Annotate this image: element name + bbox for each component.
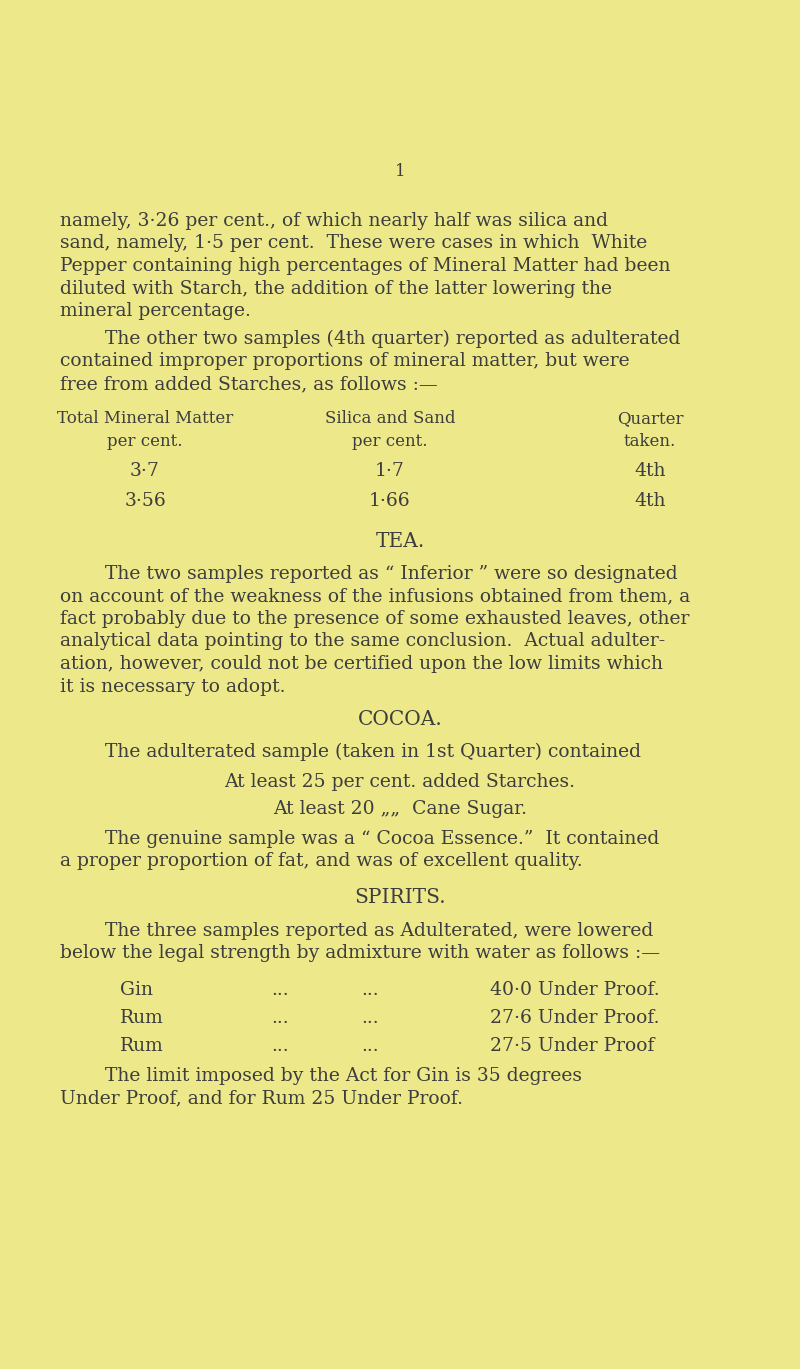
Text: At least 25 per cent. added Starches.: At least 25 per cent. added Starches. (225, 773, 575, 791)
Text: At least 20 „„  Cane Sugar.: At least 20 „„ Cane Sugar. (273, 799, 527, 819)
Text: The two samples reported as “ Inferior ” were so designated: The two samples reported as “ Inferior ”… (105, 565, 678, 583)
Text: The genuine sample was a “ Cocoa Essence.”  It contained: The genuine sample was a “ Cocoa Essence… (105, 830, 659, 847)
Text: Under Proof, and for Rum 25 Under Proof.: Under Proof, and for Rum 25 Under Proof. (60, 1090, 463, 1108)
Text: The limit imposed by the Act for Gin is 35 degrees: The limit imposed by the Act for Gin is … (105, 1066, 582, 1086)
Text: 27·5 Under Proof: 27·5 Under Proof (490, 1036, 654, 1055)
Text: namely, 3·26 per cent., of which nearly half was silica and: namely, 3·26 per cent., of which nearly … (60, 212, 608, 230)
Text: TEA.: TEA. (375, 533, 425, 550)
Text: mineral percentage.: mineral percentage. (60, 303, 251, 320)
Text: The adulterated sample (taken in 1st Quarter) contained: The adulterated sample (taken in 1st Qua… (105, 743, 641, 761)
Text: 1·7: 1·7 (375, 461, 405, 481)
Text: per cent.: per cent. (352, 433, 428, 450)
Text: 27·6 Under Proof.: 27·6 Under Proof. (490, 1009, 659, 1027)
Text: per cent.: per cent. (107, 433, 182, 450)
Text: Gin: Gin (120, 982, 153, 999)
Text: 4th: 4th (634, 491, 666, 511)
Text: 4th: 4th (634, 461, 666, 481)
Text: 40·0 Under Proof.: 40·0 Under Proof. (490, 982, 660, 999)
Text: ...: ... (271, 1036, 289, 1055)
Text: COCOA.: COCOA. (358, 711, 442, 730)
Text: 1: 1 (394, 163, 406, 179)
Text: ...: ... (361, 1009, 379, 1027)
Text: a proper proportion of fat, and was of excellent quality.: a proper proportion of fat, and was of e… (60, 853, 582, 871)
Text: ...: ... (361, 982, 379, 999)
Text: SPIRITS.: SPIRITS. (354, 888, 446, 908)
Text: ation, however, could not be certified upon the low limits which: ation, however, could not be certified u… (60, 654, 663, 674)
Text: taken.: taken. (624, 433, 676, 450)
Text: on account of the weakness of the infusions obtained from them, a: on account of the weakness of the infusi… (60, 587, 690, 605)
Text: 3·7: 3·7 (130, 461, 160, 481)
Text: 1·66: 1·66 (369, 491, 411, 511)
Text: below the legal strength by admixture with water as follows :—: below the legal strength by admixture wi… (60, 945, 660, 962)
Text: Quarter: Quarter (617, 409, 683, 427)
Text: Rum: Rum (120, 1036, 164, 1055)
Text: contained improper proportions of mineral matter, but were: contained improper proportions of minera… (60, 352, 630, 371)
Text: sand, namely, 1·5 per cent.  These were cases in which  White: sand, namely, 1·5 per cent. These were c… (60, 234, 647, 252)
Text: The three samples reported as Adulterated, were lowered: The three samples reported as Adulterate… (105, 921, 654, 941)
Text: Pepper containing high percentages of Mineral Matter had been: Pepper containing high percentages of Mi… (60, 257, 670, 275)
Text: it is necessary to adopt.: it is necessary to adopt. (60, 678, 286, 695)
Text: fact probably due to the presence of some exhausted leaves, other: fact probably due to the presence of som… (60, 611, 690, 628)
Text: ...: ... (271, 1009, 289, 1027)
Text: analytical data pointing to the same conclusion.  Actual adulter-: analytical data pointing to the same con… (60, 632, 666, 650)
Text: free from added Starches, as follows :—: free from added Starches, as follows :— (60, 375, 438, 393)
Text: Rum: Rum (120, 1009, 164, 1027)
Text: 3·56: 3·56 (124, 491, 166, 511)
Text: Total Mineral Matter: Total Mineral Matter (57, 409, 233, 427)
Text: ...: ... (361, 1036, 379, 1055)
Text: Silica and Sand: Silica and Sand (325, 409, 455, 427)
Text: diluted with Starch, the addition of the latter lowering the: diluted with Starch, the addition of the… (60, 279, 612, 297)
Text: ...: ... (271, 982, 289, 999)
Text: The other two samples (4th quarter) reported as adulterated: The other two samples (4th quarter) repo… (105, 330, 680, 348)
